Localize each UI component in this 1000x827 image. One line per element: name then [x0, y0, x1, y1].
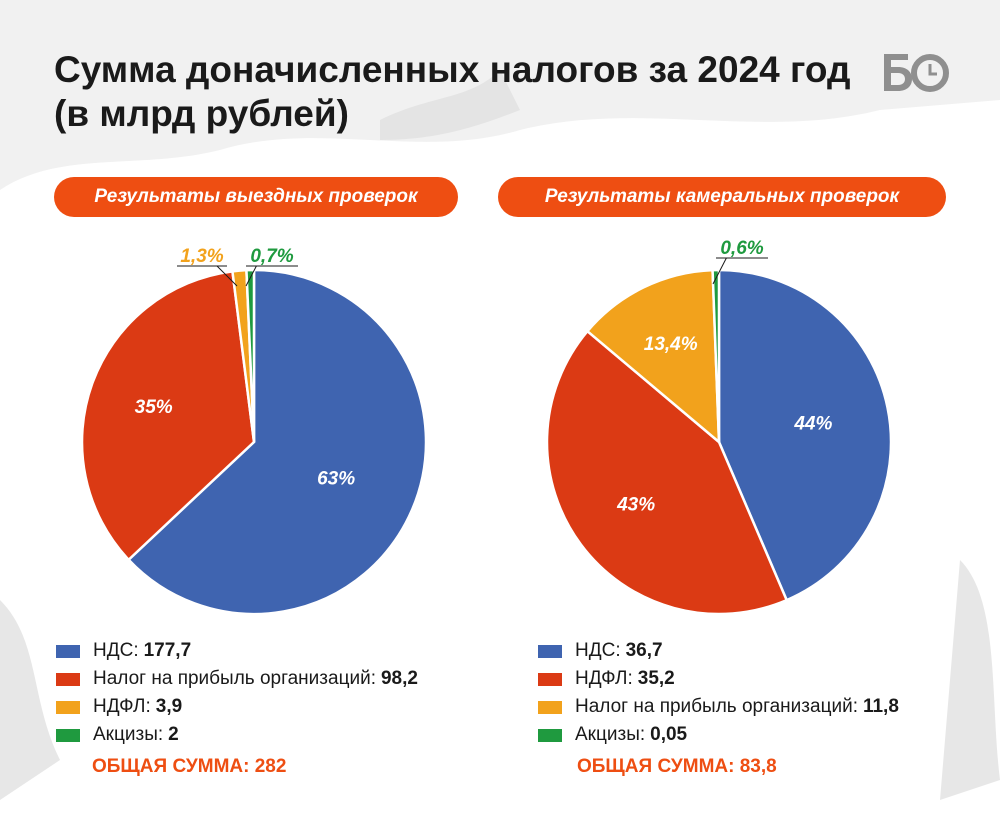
legend-swatch-blue	[56, 644, 80, 658]
pie-slice-1	[717, 268, 893, 602]
page-title: Сумма доначисленных налогов за 2024 год …	[54, 48, 874, 136]
legend-item: Акцизы:2	[56, 721, 418, 749]
pie-slice-1	[126, 268, 428, 616]
legend-label: Налог на прибыль организаций	[575, 696, 853, 717]
slice-percent-label: 35%	[135, 397, 173, 418]
legend-label: НДС	[93, 640, 134, 661]
legend-label: НДФЛ	[575, 668, 628, 689]
legend-label: Налог на прибыль организаций	[93, 668, 371, 689]
legend-item: НДС:177,7	[56, 637, 418, 665]
legend-value: 11,8	[862, 696, 899, 717]
legend-item: НДФЛ:3,9	[56, 693, 418, 721]
bo-logo	[884, 54, 949, 92]
slice-percent-label: 44%	[793, 414, 832, 435]
slice-percent-label: 43%	[616, 494, 655, 515]
legend-item: Акцизы:0,05	[538, 721, 899, 749]
legend-value: 0,05	[650, 724, 688, 745]
slice-percent-label: 0,6%	[720, 238, 763, 259]
pie-1-title: Результаты выездных проверок	[94, 186, 418, 207]
legend-label: Акцизы	[93, 724, 158, 745]
legend-value: 177,7	[143, 640, 192, 661]
slice-percent-label: 0,7%	[250, 246, 293, 267]
label-leader-line	[245, 265, 257, 287]
legend-swatch-red	[56, 672, 80, 686]
pie-slice-3	[585, 268, 721, 445]
pie-slice-4	[711, 268, 721, 443]
legend-value: 35,2	[637, 668, 675, 689]
legend-item: Налог на прибыль организаций:11,8	[538, 693, 899, 721]
legend-swatch-orange	[56, 700, 80, 714]
label-leader-line	[216, 265, 238, 287]
legend-desk-audits: НДС:36,7 НДФЛ:35,2 Налог на прибыль орга…	[538, 637, 899, 749]
title-line-2: (в млрд рублей)	[54, 93, 349, 134]
legend-label: НДФЛ	[93, 696, 146, 717]
legend-value: 3,9	[155, 696, 183, 717]
legend-value: 98,2	[380, 668, 418, 689]
legend-swatch-green	[538, 728, 562, 742]
pie-2-title-pill: Результаты камеральных проверок	[498, 177, 946, 217]
pie-1-title-pill: Результаты выездных проверок	[54, 177, 458, 217]
legend-item: НДС:36,7	[538, 637, 899, 665]
legend-label: НДС	[575, 640, 616, 661]
legend-swatch-orange	[538, 700, 562, 714]
legend-item: НДФЛ:35,2	[538, 665, 899, 693]
pie-chart-field-audits: 63% 35% 1,3% 0,7%	[80, 246, 428, 616]
legend-swatch-green	[56, 728, 80, 742]
total-desk-audits: ОБЩАЯ СУММА: 83,8	[577, 756, 777, 777]
legend-label: Акцизы	[575, 724, 640, 745]
slice-percent-label: 1,3%	[180, 246, 223, 267]
pie-slice-2	[545, 329, 789, 616]
legend-swatch-blue	[538, 644, 562, 658]
legend-value: 2	[168, 724, 179, 745]
label-leader-line	[712, 257, 727, 285]
pie-2-title: Результаты камеральных проверок	[544, 186, 900, 207]
total-field-audits: ОБЩАЯ СУММА: 282	[92, 756, 287, 777]
legend-field-audits: НДС:177,7 Налог на прибыль организаций:9…	[56, 637, 418, 749]
legend-item: Налог на прибыль организаций:98,2	[56, 665, 418, 693]
pie-chart-desk-audits: 44% 43% 13,4% 0,6%	[545, 238, 893, 616]
slice-percent-label: 63%	[317, 469, 355, 490]
legend-value: 36,7	[625, 640, 663, 661]
pie-slice-2	[80, 269, 256, 562]
legend-swatch-red	[538, 672, 562, 686]
slice-percent-label: 13,4%	[644, 334, 698, 355]
title-line-1: Сумма доначисленных налогов за 2024 год	[54, 49, 851, 90]
